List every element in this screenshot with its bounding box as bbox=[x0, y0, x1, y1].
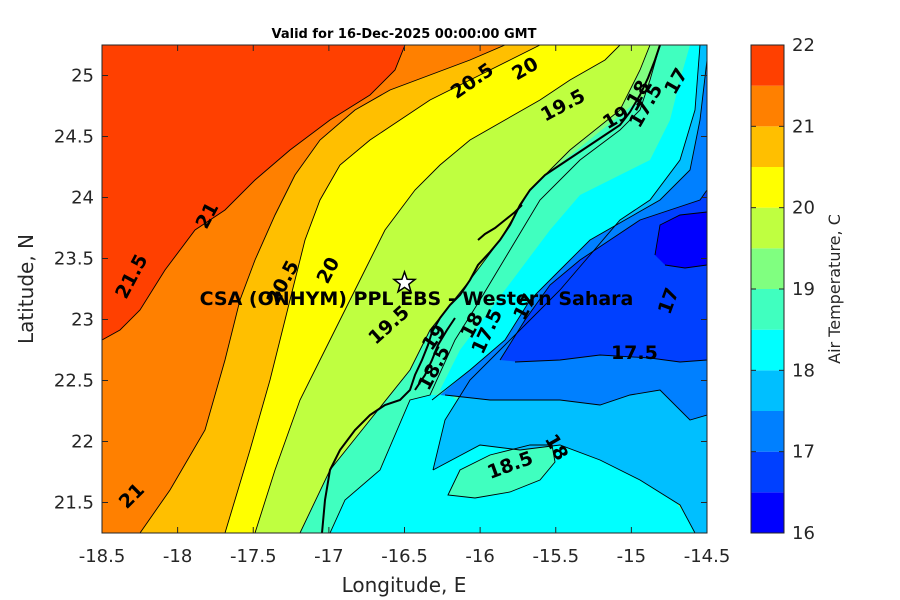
contour-line-21 bbox=[139, 45, 506, 533]
y-tick-label: 22.5 bbox=[54, 371, 94, 392]
x-axis: -18.5 -18 -17.5 -17 -16.5 -16 -15.5 -15 -14.5 bbox=[79, 45, 731, 567]
band-16-16.5 bbox=[655, 212, 707, 268]
y-tick-label: 22 bbox=[71, 432, 94, 453]
site-marker: CSA (ONHYM) PPL EBS - Western Sahara bbox=[200, 269, 634, 310]
x-tick-label: -16 bbox=[465, 546, 494, 567]
colorbar-tick-label: 19 bbox=[792, 279, 815, 300]
colorbar-segment bbox=[751, 329, 784, 371]
colorbar-segment bbox=[751, 451, 784, 493]
colorbar-segment bbox=[751, 45, 784, 86]
colorbar-tick-label: 22 bbox=[792, 35, 815, 56]
colorbar-segment bbox=[751, 248, 784, 289]
coastline-inlet bbox=[477, 204, 523, 241]
colorbar-tick-label: 18 bbox=[792, 360, 815, 381]
colorbar-segment bbox=[751, 289, 784, 330]
site-star-icon bbox=[391, 269, 418, 294]
x-axis-label: Longitude, E bbox=[342, 573, 467, 597]
coastline-inner bbox=[414, 317, 456, 391]
chart-title: Valid for 16-Dec-2025 00:00:00 GMT bbox=[272, 27, 537, 42]
colorbar-label: Air Temperature, C bbox=[825, 214, 844, 364]
contour-line-19.5 bbox=[299, 45, 651, 533]
site-label: CSA (ONHYM) PPL EBS - Western Sahara bbox=[200, 288, 634, 310]
contour-line-21.5 bbox=[102, 45, 406, 341]
y-tick-label: 24.5 bbox=[54, 127, 94, 148]
colorbar-tick-label: 17 bbox=[792, 442, 815, 463]
colorbar-tick-label: 21 bbox=[792, 116, 815, 137]
contour-line-18-south bbox=[432, 444, 696, 533]
colorbar-tick-label: 20 bbox=[792, 198, 815, 219]
x-tick-label: -18.5 bbox=[79, 546, 126, 567]
contour-line-layer bbox=[102, 45, 707, 533]
colorbar-segment bbox=[751, 411, 784, 452]
colorbar-segment bbox=[751, 370, 784, 411]
contour-line-18.5-patch bbox=[447, 444, 556, 499]
y-tick-label: 24 bbox=[71, 188, 94, 209]
coastline-path bbox=[321, 45, 661, 533]
colorbar-segment bbox=[751, 85, 784, 127]
colorbar: 16 17 18 19 20 21 22 bbox=[750, 35, 815, 544]
colorbar-segment bbox=[751, 167, 784, 208]
colorbar-segment bbox=[751, 492, 784, 533]
x-tick-label: -17 bbox=[314, 546, 343, 567]
contour-line-20 bbox=[254, 45, 621, 533]
colorbar-tick-label: 16 bbox=[792, 523, 815, 544]
x-tick-label: -15 bbox=[617, 546, 646, 567]
contour-line-17 bbox=[499, 189, 707, 361]
contour-line-17-south bbox=[514, 354, 707, 363]
band-21.5-22 bbox=[102, 45, 405, 340]
contour-line-17.5 bbox=[444, 389, 707, 421]
contour-line-16.5b bbox=[664, 264, 707, 269]
contour-label: 17.5 bbox=[611, 342, 658, 364]
x-tick-label: -15.5 bbox=[532, 546, 579, 567]
band-16.5-17 bbox=[500, 190, 707, 362]
colorbar-segment bbox=[751, 207, 784, 249]
colorbar-segment bbox=[751, 126, 784, 167]
x-tick-label: -17.5 bbox=[230, 546, 277, 567]
y-tick-label: 23 bbox=[71, 310, 94, 331]
coastline bbox=[321, 45, 661, 533]
y-tick-label: 25 bbox=[71, 66, 94, 87]
contour-line-18 bbox=[431, 59, 707, 401]
x-tick-label: -14.5 bbox=[684, 546, 731, 567]
y-tick-label: 23.5 bbox=[54, 249, 94, 270]
x-tick-label: -18 bbox=[163, 546, 192, 567]
contour-line-16.5 bbox=[654, 211, 707, 256]
x-tick-label: -16.5 bbox=[381, 546, 428, 567]
contour-line-20.5 bbox=[224, 45, 541, 533]
y-axis-label: Latitude, N bbox=[14, 234, 38, 344]
y-tick-label: 21.5 bbox=[54, 493, 94, 514]
band-18.5-19-patch bbox=[448, 445, 555, 498]
contour-line-19 bbox=[329, 45, 661, 533]
contour-line-18.5 bbox=[432, 45, 701, 471]
y-axis: 21.5 22 22.5 23 23.5 24 24.5 25 bbox=[54, 66, 707, 514]
